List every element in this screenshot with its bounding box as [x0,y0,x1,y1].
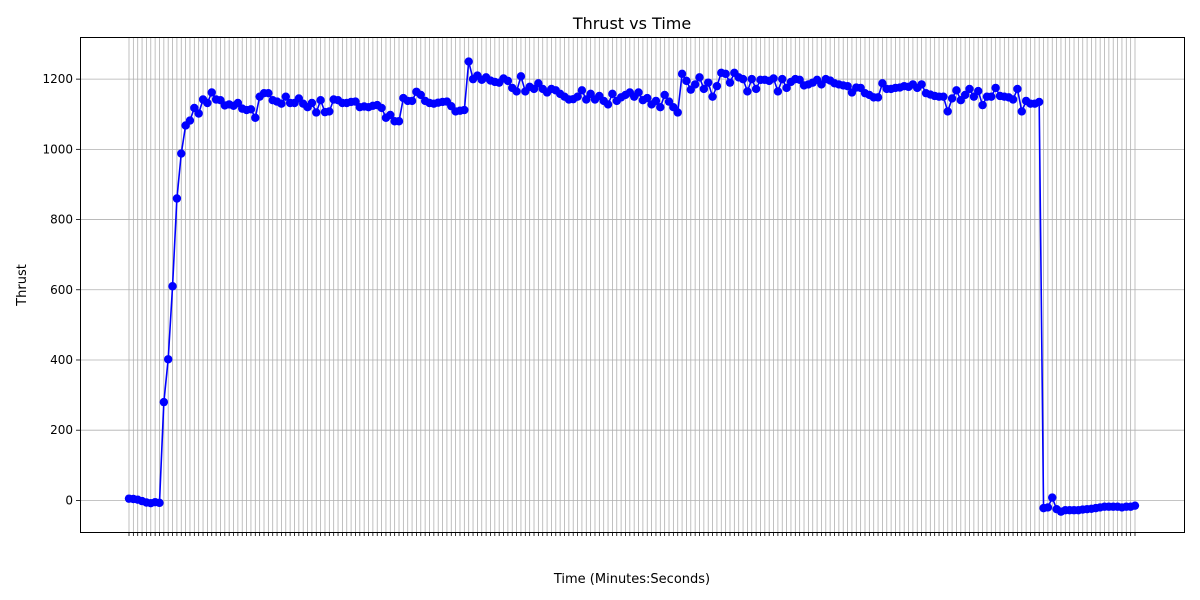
data-point [634,88,643,97]
data-point [577,86,587,95]
data-point [965,84,974,94]
data-point [464,57,473,66]
data-point [751,84,761,94]
data-point [677,69,687,79]
data-point [394,117,404,126]
data-point [603,100,613,109]
data-point [512,87,521,96]
data-point [947,94,957,103]
data-point [307,98,317,108]
data-point [1017,107,1026,116]
data-point [281,92,290,101]
data-point [939,92,948,101]
series-line [128,61,1136,513]
data-point [778,74,787,84]
data-point [738,74,748,84]
data-point [155,498,164,508]
data-point [782,83,791,93]
data-point [747,74,756,84]
data-point [682,76,691,86]
data-point [277,99,286,108]
data-point [460,105,469,115]
chart-title: Thrust vs Time [572,14,691,33]
data-point [264,88,273,98]
data-point [917,80,926,89]
data-point [1013,84,1022,94]
y-tick-label: 400 [50,353,73,367]
y-tick-label: 200 [50,423,73,437]
data-point [573,92,582,101]
y-axis-label: Thrust [15,264,30,307]
y-tick-label: 600 [50,283,73,297]
data-point [246,105,256,114]
x-axis-label: Time (Minutes:Seconds) [553,572,710,587]
data-point [203,98,212,108]
data-point [643,93,652,103]
data-point [690,80,700,89]
data-point [608,89,617,99]
data-point [952,86,961,95]
x-gridlines [128,37,1136,532]
data-point [386,110,395,120]
data-point [873,93,883,102]
data-point [1008,95,1018,104]
data-point [708,92,717,101]
data-point [721,69,730,79]
data-point [316,95,325,105]
data-point [673,108,682,117]
data-point [407,96,417,106]
data-point [503,76,513,86]
data-point [416,90,425,100]
data-point [177,149,186,158]
plot-area-frame [80,37,1185,533]
data-point [743,87,752,96]
data-point [656,103,665,112]
data-point [251,113,260,122]
data-point [312,108,321,117]
data-point [943,107,952,116]
y-tick-label: 800 [50,213,73,227]
x-axis-ticks [128,532,1136,536]
data-point [712,81,722,91]
y-gridlines [80,78,1184,501]
data-point [725,78,735,87]
data-point [168,282,177,291]
data-point [773,87,783,96]
data-point [194,109,203,118]
data-point [172,194,182,203]
data-point [695,73,704,82]
y-axis-ticks: 0 200 400 600 800 1000 1200 [42,72,80,507]
data-point [704,78,713,87]
data-point [1043,503,1053,512]
data-point [159,397,169,407]
data-point [960,90,970,100]
data-point [978,100,987,110]
y-tick-label: 1000 [42,142,73,156]
data-point [843,81,852,91]
data-point [325,107,334,116]
data-point [1034,97,1044,107]
data-point [974,86,983,96]
data-point [207,88,216,97]
data-point [699,84,709,94]
data-point [163,355,173,364]
data-point [660,90,669,100]
data-point [991,83,1000,93]
data-point [516,72,526,81]
y-tick-label: 1200 [42,72,73,86]
data-markers [124,57,1140,516]
data-point [1130,501,1140,510]
data-point [377,103,386,113]
data-point [987,92,996,101]
y-tick-label: 0 [65,493,73,507]
data-point [651,96,661,106]
data-point [769,74,778,83]
data-point [1048,493,1057,502]
data-point [185,116,195,125]
